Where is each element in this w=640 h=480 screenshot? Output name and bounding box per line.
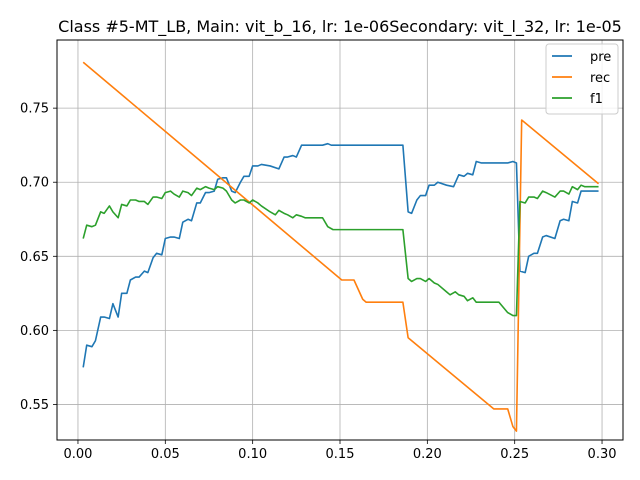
legend: pre rec f1 [545,43,619,115]
legend-box [545,43,619,115]
y-tick-label: 0.65 [20,250,49,265]
legend-label-pre: pre [590,50,611,65]
x-tick-label: 0.15 [326,447,355,462]
legend-label-f1: f1 [590,92,603,107]
x-tick-label: 0.20 [413,447,442,462]
x-tick-label: 0.10 [238,447,267,462]
x-axis-ticks: 0.00 0.05 0.10 0.15 0.20 0.25 0.30 [63,440,617,462]
y-tick-label: 0.70 [20,176,49,191]
series-line-pre [82,142,599,368]
y-tick-label: 0.60 [20,324,49,339]
series-line-rec [82,61,600,432]
grid-lines [57,40,623,440]
series-lines [82,61,600,432]
x-tick-label: 0.05 [151,447,180,462]
y-tick-label: 0.55 [20,398,49,413]
x-tick-label: 0.00 [63,447,92,462]
y-axis-ticks: 0.55 0.60 0.65 0.70 0.75 [20,102,57,413]
chart-title: Class #5-MT_LB, Main: vit_b_16, lr: 1e-0… [58,17,622,37]
x-tick-label: 0.25 [500,447,529,462]
x-tick-label: 0.30 [588,447,617,462]
y-tick-label: 0.75 [20,102,49,117]
legend-label-rec: rec [590,71,610,86]
series-line-f1 [82,184,599,317]
